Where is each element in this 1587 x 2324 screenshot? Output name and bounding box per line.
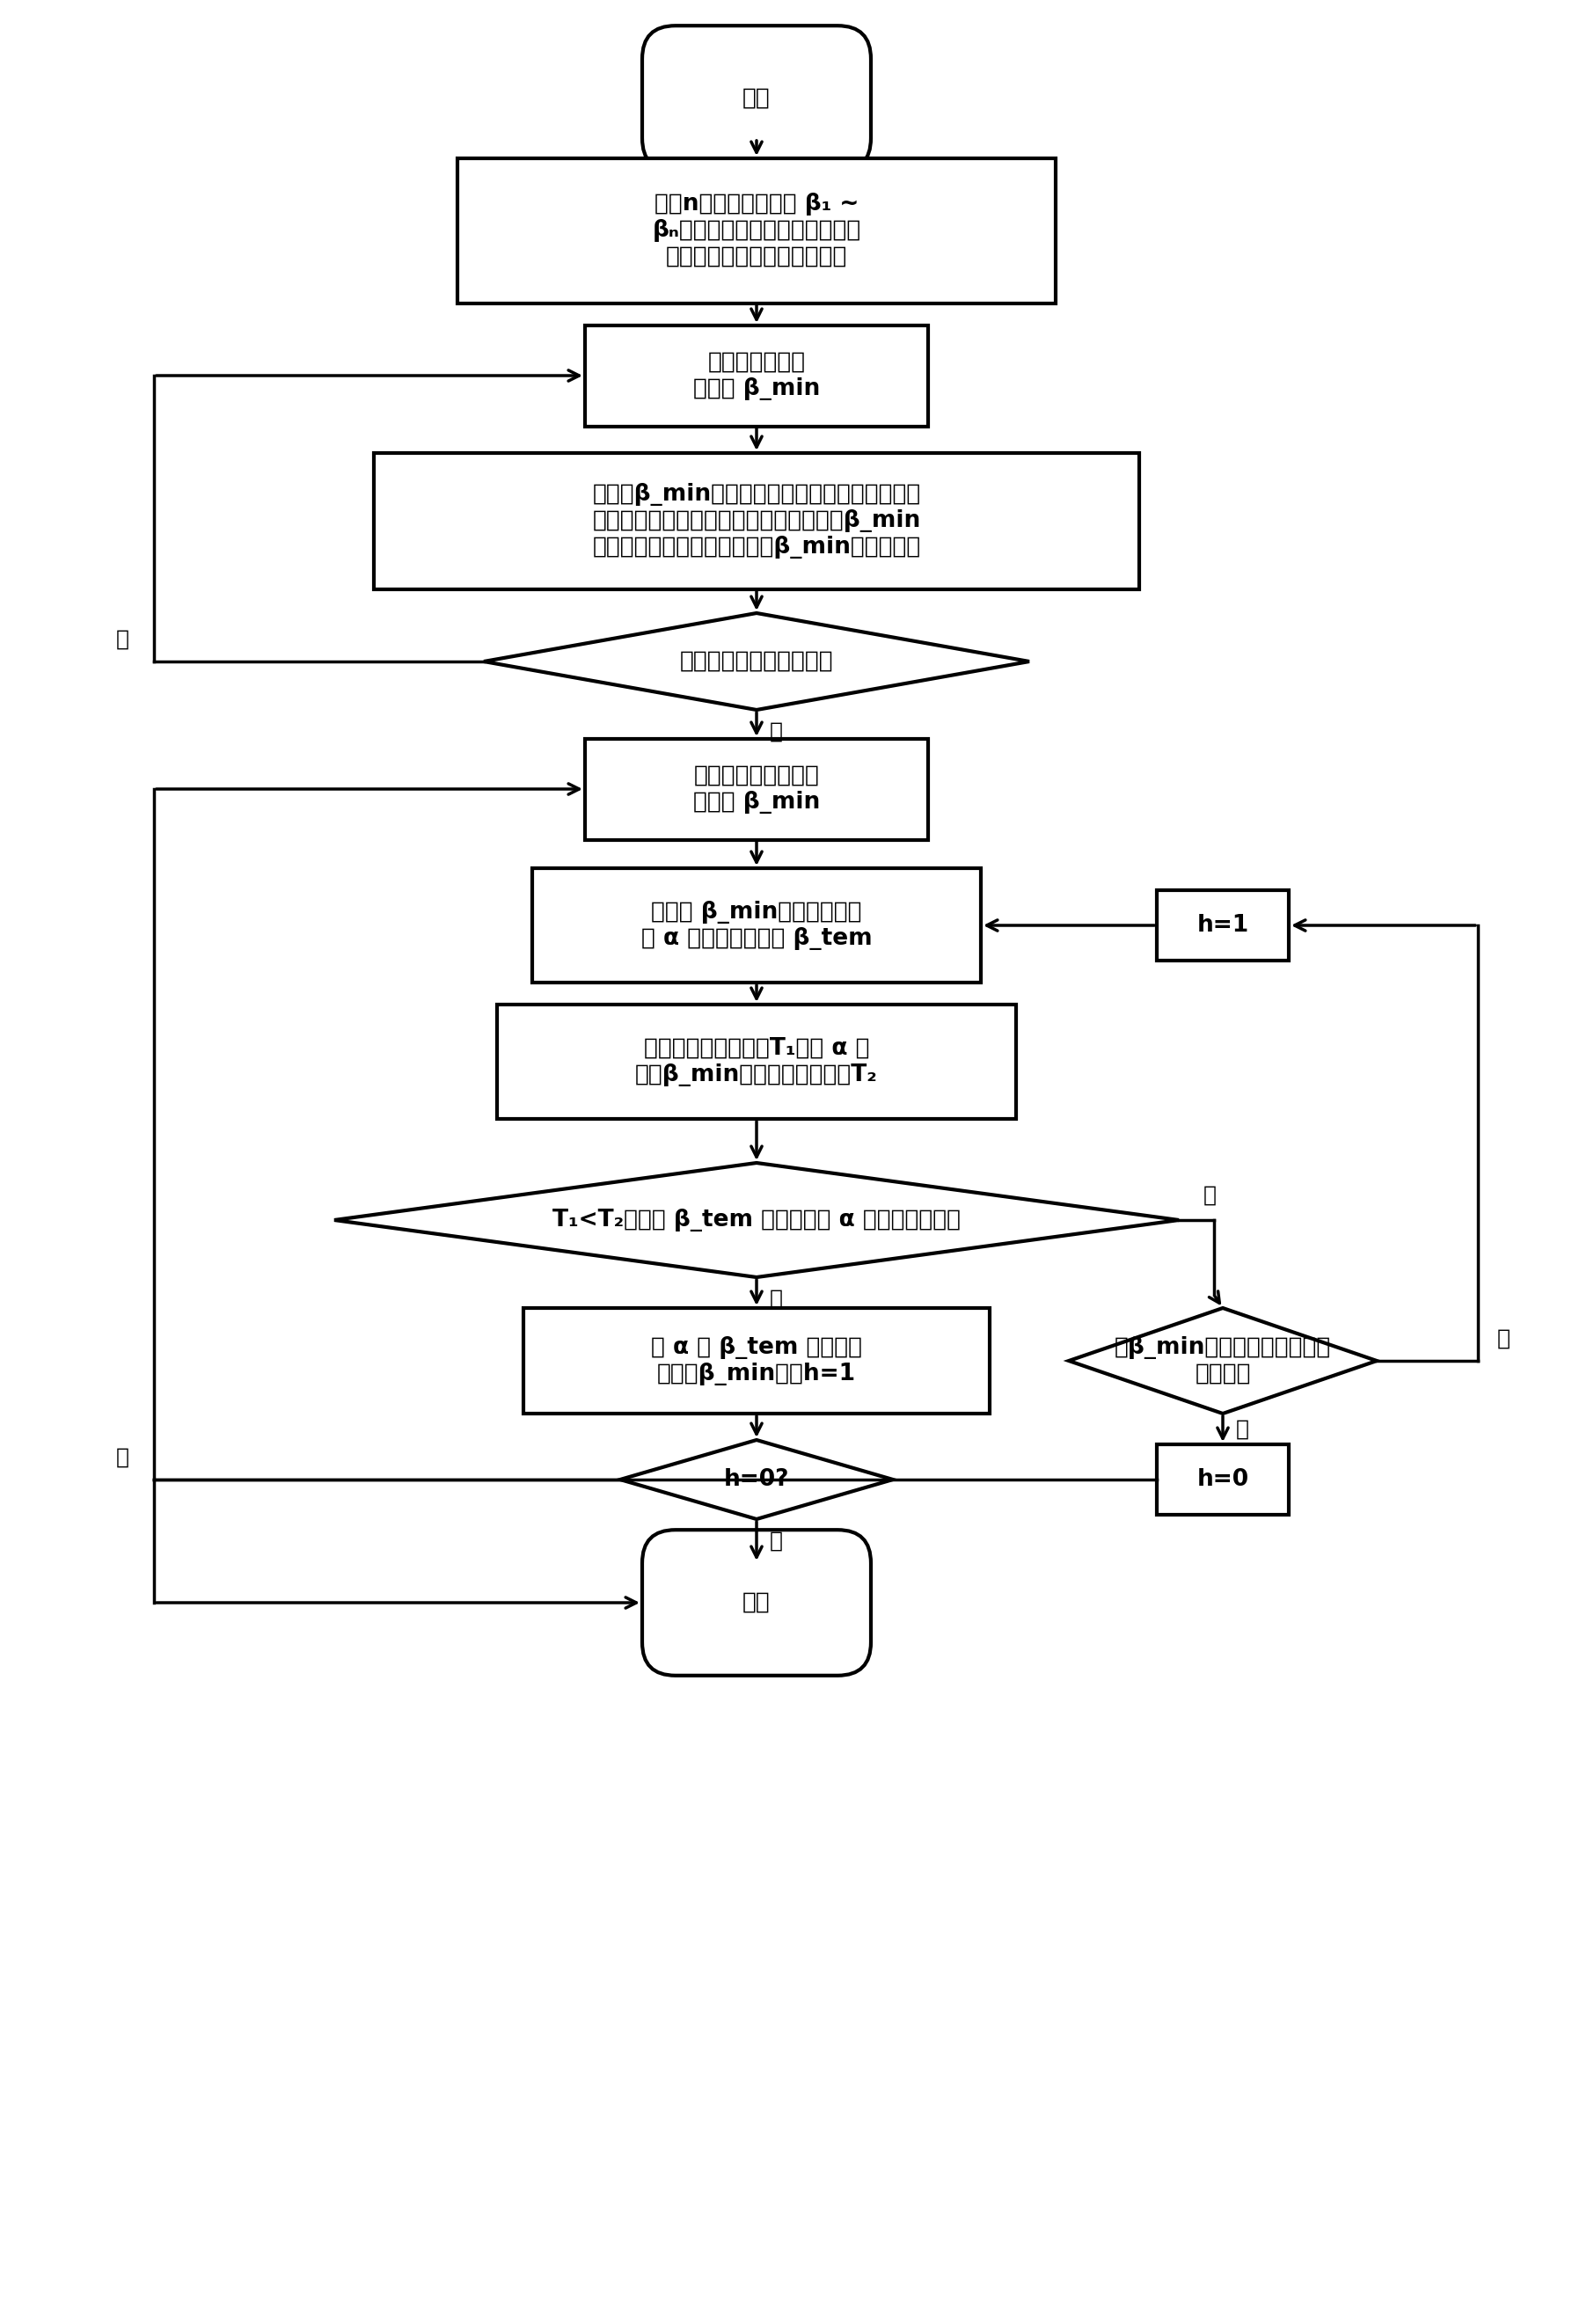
Text: T₁<T₂，并且 β_tem 不会因失去 α 而分为两部分？: T₁<T₂，并且 β_tem 不会因失去 α 而分为两部分？ — [552, 1208, 960, 1232]
Text: 结束: 结束 — [743, 1592, 771, 1615]
FancyBboxPatch shape — [643, 26, 871, 172]
Text: 是: 是 — [770, 720, 782, 741]
Text: 与β_min相邻的用地小区是否
搜索完毕: 与β_min相邻的用地小区是否 搜索完毕 — [1114, 1336, 1331, 1385]
Text: 找出负荷率最低
的分区 β_min: 找出负荷率最低 的分区 β_min — [694, 351, 820, 400]
Bar — [532, 869, 981, 983]
Polygon shape — [1070, 1308, 1378, 1413]
Bar — [524, 1308, 990, 1413]
Text: 否: 否 — [1497, 1329, 1511, 1350]
Text: h=0?: h=0? — [724, 1469, 789, 1492]
Text: 开辟n个用地小区集合 β₁ ~
βₙ作为分区集合，把各个核心小
区分别放入对应的分区集合中: 开辟n个用地小区集合 β₁ ~ βₙ作为分区集合，把各个核心小 区分别放入对应的… — [652, 193, 860, 267]
Bar — [1157, 1443, 1289, 1515]
Text: 找出与β_min中的用地小区相邻的未合并小区，
把其中与原小区合并后负荷率最大者放入β_min
中，并把合并后的负荷率作为β_min的新负荷率: 找出与β_min中的用地小区相邻的未合并小区， 把其中与原小区合并后负荷率最大者… — [592, 483, 920, 558]
FancyBboxPatch shape — [643, 1529, 871, 1676]
Text: h=0: h=0 — [1197, 1469, 1249, 1492]
Bar — [1157, 890, 1289, 960]
Text: 是: 是 — [770, 1290, 782, 1311]
Text: 否: 否 — [116, 630, 129, 651]
Text: 把 α 从 β_tem 中分离并
合并到β_min中，h=1: 把 α 从 β_tem 中分离并 合并到β_min中，h=1 — [651, 1336, 862, 1385]
Text: 用地小区是否都被合并完: 用地小区是否都被合并完 — [679, 651, 833, 674]
Text: 是: 是 — [770, 1532, 782, 1552]
Text: 原分区负荷率之和为T₁，将 α 合
并到β_min后的负荷率之和为T₂: 原分区负荷率之和为T₁，将 α 合 并到β_min后的负荷率之和为T₂ — [635, 1037, 878, 1085]
Text: 否: 否 — [1203, 1185, 1217, 1206]
Text: 开始: 开始 — [743, 86, 771, 109]
Bar — [375, 453, 1139, 588]
Text: 否: 否 — [116, 1448, 129, 1469]
Bar — [586, 325, 928, 425]
Text: 找到与 β_min相邻的用地小
区 α 及其所在的分区 β_tem: 找到与 β_min相邻的用地小 区 α 及其所在的分区 β_tem — [641, 902, 873, 951]
Polygon shape — [621, 1441, 893, 1520]
Text: h=1: h=1 — [1197, 913, 1249, 937]
Polygon shape — [484, 614, 1030, 709]
Bar — [497, 1004, 1016, 1118]
Text: 是: 是 — [1236, 1420, 1249, 1441]
Bar — [586, 739, 928, 839]
Bar — [457, 158, 1055, 302]
Text: 找出具有最小负荷率
的分区 β_min: 找出具有最小负荷率 的分区 β_min — [694, 765, 820, 813]
Polygon shape — [335, 1162, 1179, 1278]
